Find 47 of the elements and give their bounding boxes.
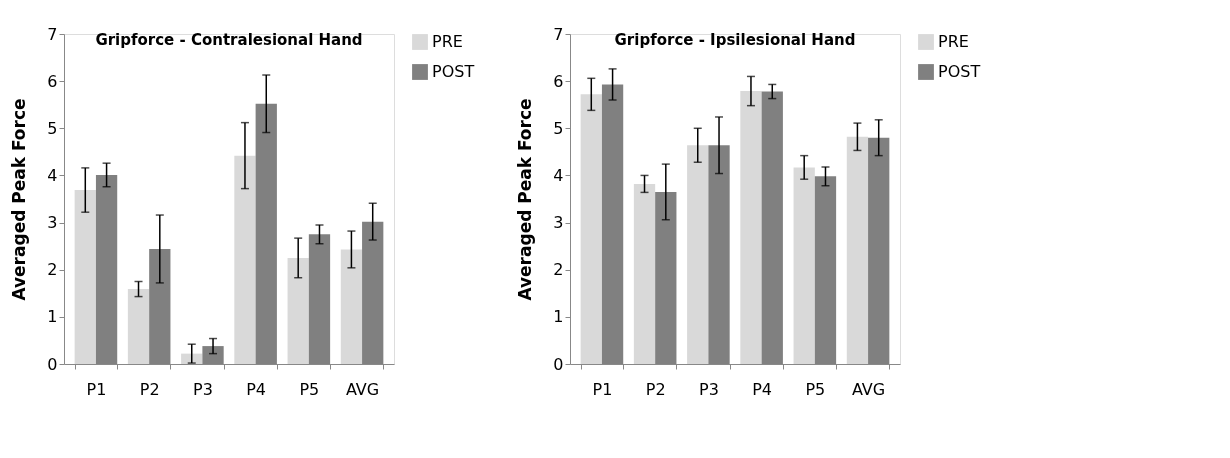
y-tick-label: 1 [47, 307, 58, 327]
y-axis-title: Averaged Peak Force [515, 98, 536, 301]
bar [633, 183, 656, 364]
y-tick-label: 7 [553, 24, 564, 44]
legend-label: PRE [938, 32, 969, 51]
bar [846, 136, 869, 364]
x-tick-label: P2 [139, 379, 160, 399]
y-tick-label: 0 [47, 354, 58, 374]
y-tick-label: 6 [553, 71, 564, 91]
chart-title: Gripforce - Contralesional Hand [95, 31, 363, 49]
y-tick-label: 0 [553, 354, 564, 374]
bar [793, 167, 815, 364]
bar [127, 289, 150, 364]
bar [580, 94, 602, 364]
x-tick-label: AVG [851, 379, 886, 399]
legend-label: PRE [432, 32, 463, 51]
y-tick-label: 3 [553, 213, 564, 233]
y-tick-label: 7 [47, 24, 58, 44]
y-tick-label: 6 [47, 71, 58, 91]
bar [740, 91, 762, 364]
x-tick-label: P3 [698, 379, 719, 399]
x-tick-label: P2 [645, 379, 666, 399]
y-tick-label: 3 [47, 213, 58, 233]
x-tick-label: AVG [345, 379, 380, 399]
y-tick-label: 4 [47, 165, 58, 185]
x-tick-label: P4 [246, 379, 267, 399]
bar [74, 190, 96, 364]
x-tick-label: P1 [86, 379, 107, 399]
y-tick-label: 5 [553, 118, 564, 138]
bar [234, 155, 256, 364]
y-tick-label: 5 [47, 118, 58, 138]
y-tick-label: 2 [47, 260, 58, 280]
y-tick-label: 2 [553, 260, 564, 280]
y-tick-label: 4 [553, 165, 564, 185]
x-tick-label: P5 [299, 379, 320, 399]
legend-label: POST [938, 62, 981, 81]
bar [340, 249, 363, 364]
legend-label: POST [432, 62, 475, 81]
y-tick-label: 1 [553, 307, 564, 327]
chart-title: Gripforce - Ipsilesional Hand [614, 31, 856, 49]
x-tick-label: P1 [592, 379, 613, 399]
x-tick-label: P4 [752, 379, 773, 399]
bar [687, 145, 709, 364]
bar [287, 257, 309, 364]
x-tick-label: P3 [192, 379, 213, 399]
x-tick-label: P5 [805, 379, 826, 399]
y-axis-title: Averaged Peak Force [9, 98, 30, 301]
